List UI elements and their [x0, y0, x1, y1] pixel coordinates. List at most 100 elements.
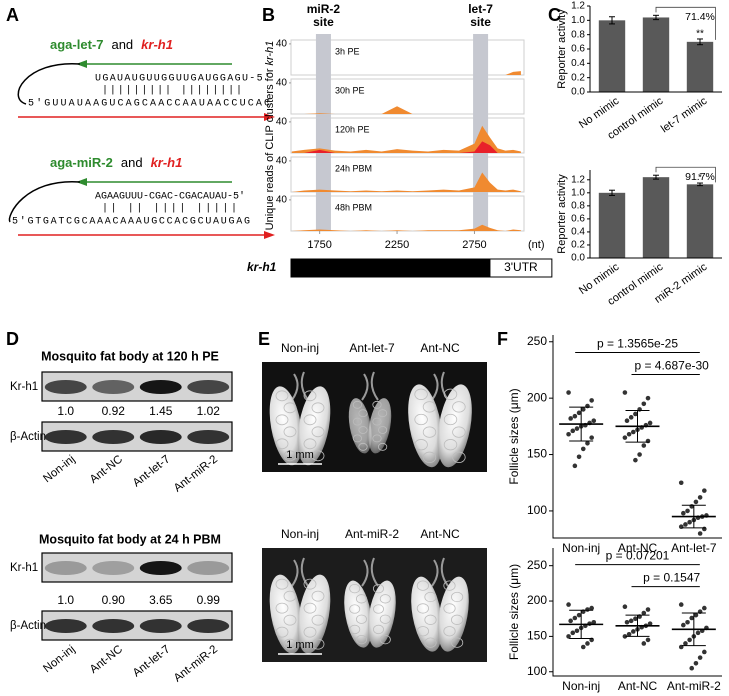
data-point: [576, 410, 582, 416]
y-tick-label: 100: [527, 664, 547, 678]
data-point: [570, 428, 576, 434]
follicle: [352, 417, 362, 426]
data-point: [576, 612, 582, 618]
mirna-arrowhead: [76, 178, 87, 186]
blot-band: [139, 619, 182, 633]
ovary-lobe: [348, 398, 372, 454]
lane-label: Non-inj: [41, 453, 77, 485]
blot-band: [44, 430, 87, 444]
follicle: [372, 583, 384, 594]
blot-band: [44, 561, 87, 575]
trachea: [431, 371, 449, 401]
follicle: [377, 409, 388, 418]
follicle: [311, 614, 325, 626]
follicle: [303, 438, 317, 450]
x-tick-label: Non-inj: [562, 541, 600, 555]
panel-letter: F: [497, 329, 508, 349]
y-label-gene: kr-h1: [264, 41, 276, 66]
data-point: [568, 618, 573, 624]
read-area: [291, 172, 521, 192]
data-point: [633, 616, 638, 622]
follicle: [311, 638, 325, 650]
data-point: [647, 420, 653, 426]
data-point: [689, 665, 695, 671]
y-tick-label: 100: [527, 503, 547, 517]
follicle: [311, 450, 325, 462]
data-point: [641, 401, 647, 407]
follicle: [416, 580, 429, 591]
lane-label: Ant-NC: [88, 643, 125, 676]
data-point: [641, 610, 647, 616]
x-tick-label: 1750: [307, 239, 331, 251]
trachea: [361, 557, 379, 587]
data-point: [585, 607, 590, 612]
x-tick-label: Ant-miR-2: [667, 679, 721, 693]
follicle: [283, 402, 297, 414]
band-quantification: 1.02: [197, 404, 221, 418]
follicle: [443, 626, 456, 637]
y-tick-label: 40: [276, 117, 288, 128]
bar: [686, 184, 714, 258]
site-label: let-7: [468, 2, 493, 16]
follicle: [372, 624, 384, 635]
data-point: [631, 429, 636, 435]
strip-chart: 100 150 200 250 Non-inj Ant-NC Ant-let-7 Follic…: [507, 334, 722, 555]
data-point: [681, 622, 686, 628]
data-point: [678, 480, 684, 486]
data-point: [566, 431, 571, 437]
follicle: [372, 434, 382, 443]
y-tick-label: 40: [276, 195, 288, 206]
blot-band: [92, 561, 135, 575]
follicle: [422, 426, 437, 438]
data-point: [637, 452, 642, 457]
data-point: [645, 607, 651, 612]
data-point: [580, 407, 586, 412]
follicle: [275, 578, 289, 590]
target-seq: 5'GUUAUAAGUCAGCAACCAAUAACCUCAC: [28, 98, 270, 110]
x-tick-label: Non-inj: [562, 679, 600, 693]
image-label: Ant-NC: [420, 527, 460, 541]
lane-label: Non-inj: [41, 643, 77, 675]
data-point: [641, 641, 647, 646]
sd-bar: [569, 609, 594, 640]
y-tick-label: 40: [276, 39, 288, 50]
data-point: [683, 522, 688, 527]
y-tick-label: 1.2: [571, 1, 585, 12]
follicle: [443, 413, 458, 426]
track-label: 30h PE: [335, 85, 365, 95]
trachea: [361, 371, 379, 401]
lane-label: Ant-let-7: [131, 643, 173, 679]
follicle: [275, 626, 289, 638]
ovary-lobe: [368, 398, 392, 454]
y-axis-label: Follicle sizes (μm): [507, 388, 521, 484]
lane-label: Ant-NC: [88, 453, 125, 486]
y-tick-label: 0.2: [571, 240, 585, 251]
pair-title: aga-miR-2 and kr-h1: [50, 155, 182, 170]
data-point: [572, 413, 578, 419]
follicle: [422, 401, 437, 413]
y-tick-label: 0.6: [571, 44, 585, 55]
y-tick-label: 0.4: [571, 58, 585, 69]
sd-bar: [569, 406, 594, 442]
ovary-lobe: [368, 580, 396, 648]
data-point: [633, 457, 638, 463]
y-tick-label: 150: [527, 629, 547, 643]
band-quantification: 0.99: [197, 593, 221, 607]
data-point: [574, 628, 580, 634]
ovary-lobe: [297, 386, 331, 466]
follicle: [443, 603, 456, 614]
comparison-bracket: [655, 166, 716, 183]
read-area: [291, 125, 521, 153]
follicle: [450, 591, 464, 603]
pair-title: aga-let-7 and kr-h1: [50, 37, 173, 52]
follicle: [275, 602, 289, 614]
follicle: [416, 626, 429, 637]
read-area: [291, 106, 521, 114]
p-value: p = 4.687e-30: [634, 359, 709, 373]
follicle: [372, 400, 382, 409]
error-bar: [609, 189, 615, 196]
track-label: 120h PE: [335, 124, 370, 134]
